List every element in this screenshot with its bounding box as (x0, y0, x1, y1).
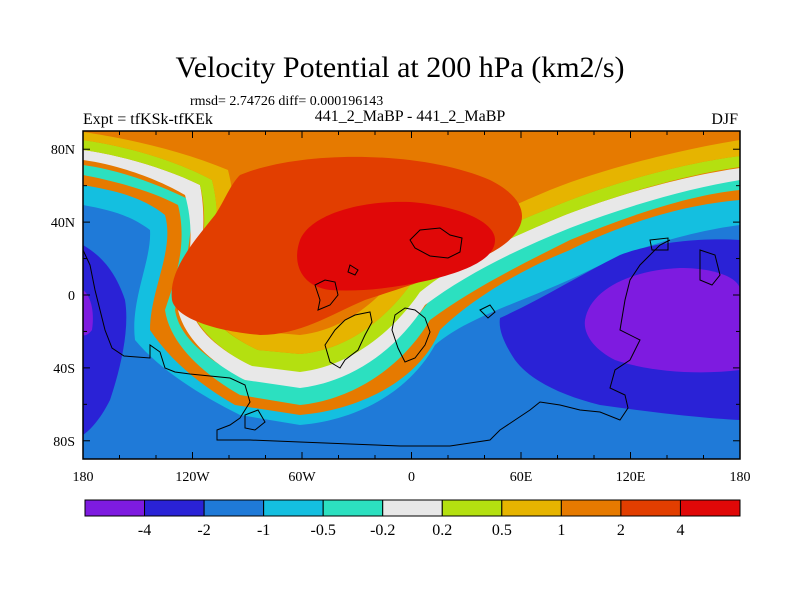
contour-band-zero (83, 150, 740, 388)
colorbar-swatch (560, 499, 622, 517)
colorbar-swatch (382, 499, 443, 517)
experiment-label: Expt = tfKSk-tfKEk (83, 111, 213, 128)
x-tick-label: 180 (73, 470, 94, 485)
x-tick-label: 120W (175, 470, 210, 485)
colorbar-swatch (203, 499, 265, 517)
colorbar-label: -0.2 (370, 522, 395, 539)
x-tick-label: 120E (616, 470, 646, 485)
colorbar-label: 0.2 (432, 522, 452, 539)
plot-frame: 180 120W 60W 0 60E 120E 180 80N 40N 0 40S 80S (51, 130, 751, 485)
y-tick-label: 40N (51, 216, 75, 231)
colorbar: -4 -2 -1 -0.5 -0.2 0.2 0.5 1 2 4 (84, 499, 741, 539)
y-tick-label: 40S (53, 362, 75, 377)
x-tick-label: 60E (510, 470, 533, 485)
contour-band-pos05 (83, 140, 740, 372)
colorbar-swatch (263, 499, 324, 517)
contour-band-pos1 (83, 132, 740, 354)
x-tick-label: 0 (408, 470, 415, 485)
contour-band-neg4 (584, 268, 740, 373)
colorbar-swatch (441, 499, 503, 517)
x-tick-label: 60W (288, 470, 316, 485)
colorbar-label: -2 (197, 522, 210, 539)
colorbar-swatch (679, 499, 741, 517)
y-tick-label: 80S (53, 435, 75, 450)
colorbar-swatch (501, 499, 562, 517)
colorbar-swatch (144, 499, 205, 517)
contour-band-neg2 (83, 245, 127, 435)
y-tick-label: 0 (68, 289, 75, 304)
colorbar-label: -4 (138, 522, 151, 539)
colorbar-label: 2 (617, 522, 625, 539)
colorbar-label: 0.5 (492, 522, 512, 539)
colorbar-swatch (84, 499, 146, 517)
colorbar-label: -0.5 (311, 522, 336, 539)
colorbar-swatch (322, 499, 384, 517)
coastlines (83, 227, 721, 447)
contour-field (83, 131, 740, 459)
y-tick-label: 80N (51, 143, 75, 158)
colorbar-swatch (620, 499, 681, 517)
stats-label: rmsd= 2.74726 diff= 0.000196143 (190, 94, 384, 109)
colorbar-label: 4 (676, 522, 684, 539)
contour-band-pos4 (297, 201, 495, 291)
contour-band-neg4-west (83, 290, 93, 336)
x-tick-label: 180 (730, 470, 751, 485)
colorbar-label: -1 (257, 522, 270, 539)
case-label: 441_2_MaBP - 441_2_MaBP (314, 108, 506, 125)
season-label: DJF (711, 111, 738, 128)
chart-title: Velocity Potential at 200 hPa (km2/s) (175, 51, 625, 84)
colorbar-label: 1 (557, 522, 565, 539)
